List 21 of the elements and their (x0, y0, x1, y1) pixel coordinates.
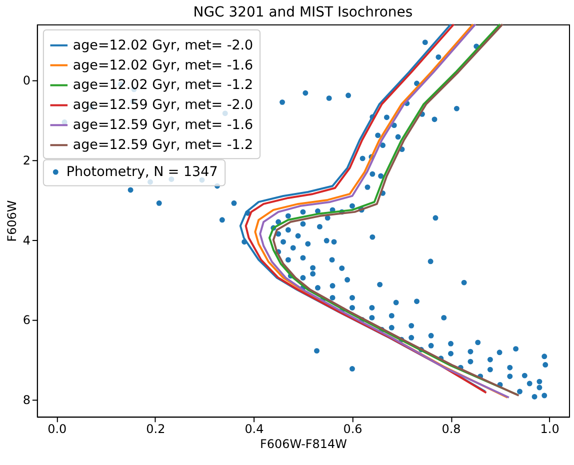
y-tick-label: 8 (22, 393, 30, 407)
legend-label: age=12.59 Gyr, met= -1.2 (72, 137, 254, 154)
x-tick-label: 0.2 (146, 422, 166, 436)
x-tick-label: 0.6 (343, 422, 362, 436)
legend-label: age=12.02 Gyr, met= -1.2 (72, 77, 254, 94)
x-tick-label: 0.8 (442, 422, 461, 436)
chart-title: NGC 3201 and MIST Isochrones (193, 4, 413, 20)
legend-label: Photometry, N = 1347 (66, 164, 218, 180)
x-tick-label: 0.0 (48, 422, 67, 436)
y-tick-label: 4 (22, 233, 30, 248)
legend-label: age=12.02 Gyr, met= -2.0 (72, 37, 254, 54)
y-tick-label: 0 (22, 74, 30, 88)
x-tick-label: 1.0 (540, 422, 560, 436)
y-tick-label: 6 (22, 313, 30, 328)
legend-label: age=12.02 Gyr, met= -1.6 (72, 57, 254, 74)
legend-label: age=12.59 Gyr, met= -1.6 (72, 117, 254, 134)
y-axis-title: F606W (4, 200, 19, 242)
legend-label: age=12.59 Gyr, met= -2.0 (72, 97, 254, 114)
y-tick-label: 2 (22, 154, 30, 168)
x-tick-label: 0.4 (244, 422, 264, 436)
x-axis-title: F606W-F814W (260, 437, 348, 452)
